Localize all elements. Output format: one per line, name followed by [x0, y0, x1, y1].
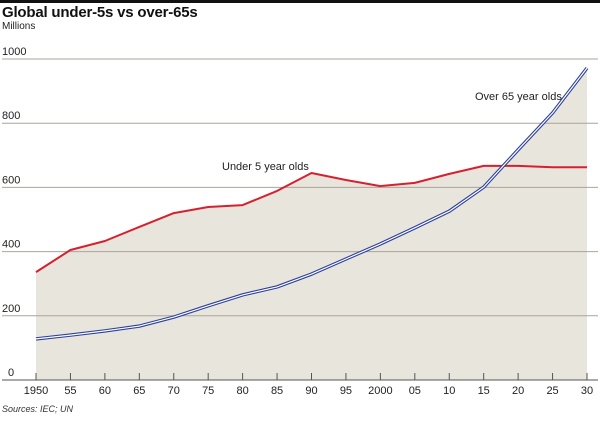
annotation-under-5: Under 5 year olds — [222, 161, 309, 173]
x-tick-label: 25 — [546, 385, 558, 397]
x-tick-label: 60 — [99, 385, 111, 397]
x-tick-label: 55 — [64, 385, 76, 397]
x-tick-label: 65 — [133, 385, 145, 397]
x-tick-label: 85 — [271, 385, 283, 397]
x-tick-label: 15 — [478, 385, 490, 397]
y-tick-label: 800 — [2, 110, 20, 122]
y-tick-label: 600 — [2, 174, 20, 186]
x-tick-label: 30 — [581, 385, 593, 397]
x-tick-label: 75 — [202, 385, 214, 397]
x-tick-label: 90 — [305, 385, 317, 397]
series-line-under-5 — [35, 164, 587, 273]
y-tick-label: 0 — [8, 367, 14, 379]
x-tick-label: 2000 — [368, 385, 392, 397]
top-rule — [0, 0, 600, 3]
chart-title: Global under-5s vs over-65s — [2, 4, 198, 21]
annotation-over-65: Over 65 year olds — [475, 91, 562, 103]
y-tick-label: 200 — [2, 303, 20, 315]
x-tick-label: 1950 — [24, 385, 48, 397]
x-tick-label: 05 — [409, 385, 421, 397]
x-tick-label: 10 — [443, 385, 455, 397]
series-line-over-65-inner — [35, 67, 588, 340]
x-tick-label: 80 — [237, 385, 249, 397]
x-tick-label: 70 — [168, 385, 180, 397]
x-tick-label: 95 — [340, 385, 352, 397]
y-tick-label: 400 — [2, 239, 20, 251]
area-fill — [36, 68, 587, 380]
y-tick-label: 1000 — [2, 46, 26, 58]
x-tick-label: 20 — [512, 385, 524, 397]
source-note: Sources: IEC; UN — [2, 404, 74, 414]
chart-subtitle: Millions — [2, 21, 36, 32]
